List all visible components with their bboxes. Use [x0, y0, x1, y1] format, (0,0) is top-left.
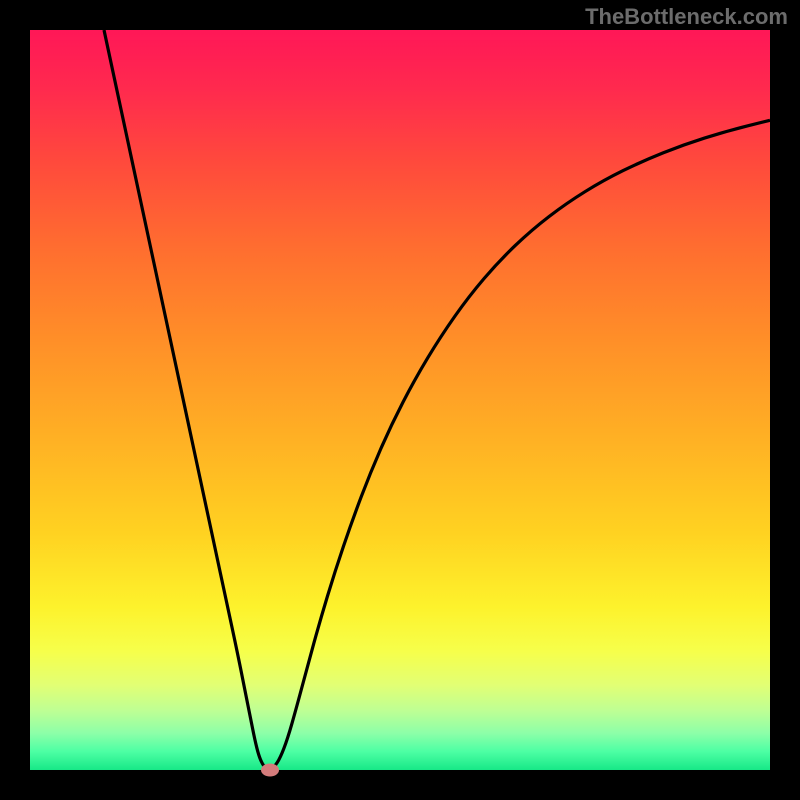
min-point-marker [261, 764, 279, 777]
plot-area [30, 30, 770, 770]
watermark-text: TheBottleneck.com [585, 4, 788, 30]
curve [30, 30, 770, 770]
bottleneck-curve-path [104, 30, 770, 770]
chart-container: TheBottleneck.com [0, 0, 800, 800]
